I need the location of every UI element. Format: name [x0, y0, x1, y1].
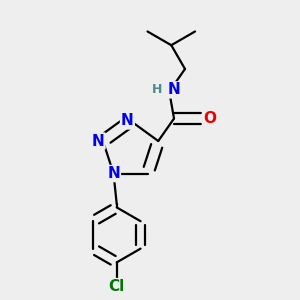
Text: Cl: Cl: [109, 279, 125, 294]
Text: O: O: [203, 111, 216, 126]
Text: N: N: [92, 134, 104, 148]
Text: N: N: [168, 82, 181, 98]
Text: N: N: [107, 166, 120, 181]
Text: N: N: [121, 113, 134, 128]
Text: H: H: [152, 83, 162, 96]
